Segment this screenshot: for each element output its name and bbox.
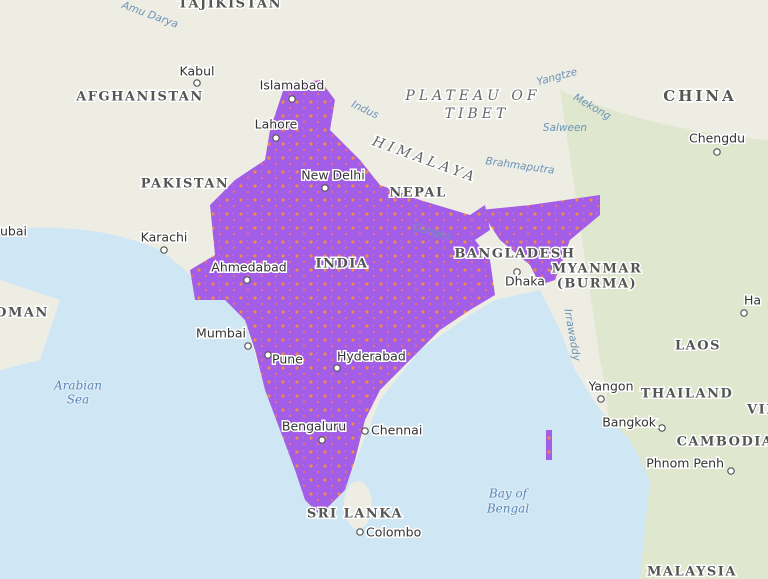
- city-label: Pune: [272, 352, 303, 367]
- country-label: THAILAND: [641, 387, 734, 402]
- city-label: Ahmedabad: [211, 260, 286, 275]
- city-label: Bangkok: [602, 415, 657, 430]
- city-label: Phnom Penh: [646, 456, 724, 471]
- city-label: Hyderabad: [337, 349, 406, 364]
- city-marker: [318, 436, 326, 444]
- water-label: Arabian: [53, 379, 102, 393]
- city-marker: [264, 351, 272, 359]
- country-label: CHINA: [663, 87, 736, 105]
- cities: Kabul Islamabad Lahore Chengdu New Delhi Kara…: [0, 62, 763, 541]
- city-label: Dhaka: [505, 274, 545, 289]
- city-label: Bengaluru: [282, 419, 346, 434]
- region-label: TIBET: [445, 106, 510, 122]
- sri-lanka: [344, 481, 372, 529]
- country-label: TAJIKISTAN: [178, 0, 282, 12]
- country-label: NEPAL: [389, 186, 446, 201]
- islands-heatmap: [546, 430, 552, 460]
- water-label: Bay of: [488, 487, 530, 501]
- city-label: Karachi: [141, 230, 188, 245]
- city-label: Chengdu: [689, 131, 745, 146]
- city-marker: [244, 342, 252, 350]
- city-marker: [361, 427, 369, 435]
- city-label: ubai: [0, 224, 27, 239]
- city-marker: [243, 276, 251, 284]
- country-label: MYANMAR: [552, 262, 643, 277]
- city-marker: [333, 364, 341, 372]
- country-label: LAOS: [675, 339, 721, 354]
- city-label: Colombo: [366, 525, 421, 540]
- city-label: Kabul: [180, 64, 215, 79]
- city-marker: [193, 79, 201, 87]
- city-marker: [597, 395, 605, 403]
- city-marker: [740, 309, 748, 317]
- water-label: Bengal: [486, 502, 529, 516]
- city-marker: [513, 268, 521, 276]
- region-label: PLATEAU OF: [404, 88, 540, 104]
- city-label: Yangon: [587, 379, 633, 394]
- city-label: Ha: [744, 293, 761, 308]
- city-label: Lahore: [255, 117, 298, 132]
- city-marker: [658, 424, 666, 432]
- sea: [0, 227, 650, 579]
- city-marker: [272, 134, 280, 142]
- country-label: AFGHANISTAN: [75, 90, 204, 105]
- northeast-heatmap: [480, 195, 600, 285]
- country-label: PAKISTAN: [141, 177, 230, 192]
- country-label: OMAN: [0, 306, 49, 321]
- city-marker: [0, 228, 4, 236]
- country-label: VIE: [746, 403, 768, 418]
- city-marker: [713, 148, 721, 156]
- country-label: (BURMA): [557, 277, 637, 292]
- city-label: Islamabad: [260, 78, 325, 93]
- city-marker: [321, 184, 329, 192]
- country-label: INDIA: [316, 257, 369, 272]
- country-label: CAMBODIA: [677, 435, 768, 450]
- country-label: MALAYSIA: [647, 565, 737, 579]
- city-label: Chennai: [371, 423, 422, 438]
- water-label: Sea: [67, 393, 89, 407]
- city-marker: [356, 528, 364, 536]
- country-label: SRI LANKA: [307, 507, 403, 522]
- city-label: Mumbai: [196, 326, 246, 341]
- city-marker: [288, 95, 296, 103]
- river-label: Salween: [543, 122, 587, 134]
- country-label: BANGLADESH: [454, 247, 575, 262]
- india-heatmap: [190, 80, 495, 515]
- city-marker: [727, 467, 735, 475]
- city-label: New Delhi: [301, 168, 364, 183]
- oman-coast: [0, 280, 60, 370]
- city-marker: [160, 246, 168, 254]
